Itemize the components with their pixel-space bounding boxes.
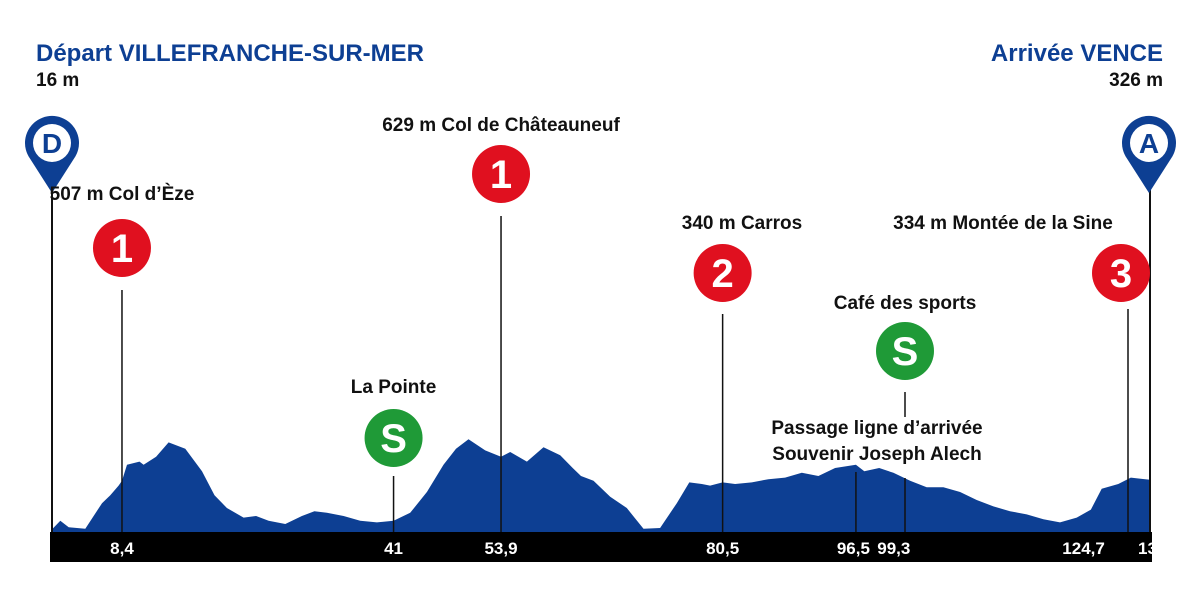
climb-label: 629 m Col de Châteauneuf	[382, 115, 620, 136]
x-tick-label: 96,5	[837, 539, 870, 558]
x-tick-label: 8,4	[110, 539, 134, 558]
climb-badge-text: 1	[111, 227, 133, 271]
x-tick-label: 53,9	[484, 539, 517, 558]
start-marker: D	[25, 115, 79, 193]
climb-badge: 3	[1092, 244, 1150, 302]
climb-badge-circle	[92, 219, 151, 277]
sprint-badge: S	[364, 409, 423, 467]
climb-badge-circle	[1092, 244, 1150, 302]
climb-badge-circle	[472, 145, 531, 203]
climb-badge: 1	[92, 219, 151, 277]
x-tick-label: 131,8	[1138, 539, 1181, 558]
x-tick-label: 41	[384, 539, 403, 558]
x-tick-label: 80,5	[706, 539, 739, 558]
start-marker-inner	[33, 124, 71, 162]
sprint-label: Café des sports	[834, 293, 977, 314]
finish-marker-inner	[1130, 124, 1168, 162]
sprint-badge-text: S	[892, 330, 919, 374]
x-tick-label: 124,7	[1062, 539, 1105, 558]
climb-badge-text: 1	[490, 153, 512, 197]
climb-badge: 2	[693, 244, 752, 302]
climb-label: 507 m Col d’Èze	[50, 183, 195, 205]
annotation-label: Passage ligne d’arrivée	[771, 418, 982, 439]
finish-title: Arrivée VENCE	[991, 40, 1163, 67]
finish-marker-letter: A	[1139, 128, 1159, 159]
elevation-profile-area	[52, 439, 1150, 532]
climb-badge-text: 3	[1110, 252, 1132, 296]
sprint-badge-circle	[364, 409, 423, 467]
sprint-label: La Pointe	[351, 377, 437, 398]
distance-axis-bar	[50, 532, 1152, 562]
x-tick-label: 99,3	[877, 539, 910, 558]
sprint-badge-text: S	[380, 417, 407, 461]
climb-label: 340 m Carros	[682, 213, 802, 234]
climb-badge: 1	[472, 145, 531, 203]
annotation-label: Souvenir Joseph Alech	[772, 444, 981, 465]
climb-badge-text: 2	[712, 252, 734, 296]
start-altitude: 16 m	[36, 70, 79, 91]
finish-altitude: 326 m	[1109, 70, 1163, 91]
sprint-badge-circle	[876, 322, 934, 380]
sprint-badge: S	[876, 322, 934, 380]
start-title: Départ VILLEFRANCHE-SUR-MER	[36, 40, 424, 67]
climb-badge-circle	[693, 244, 752, 302]
finish-marker: A	[1122, 115, 1176, 193]
start-marker-letter: D	[42, 128, 62, 159]
climb-label: 334 m Montée de la Sine	[893, 213, 1113, 234]
